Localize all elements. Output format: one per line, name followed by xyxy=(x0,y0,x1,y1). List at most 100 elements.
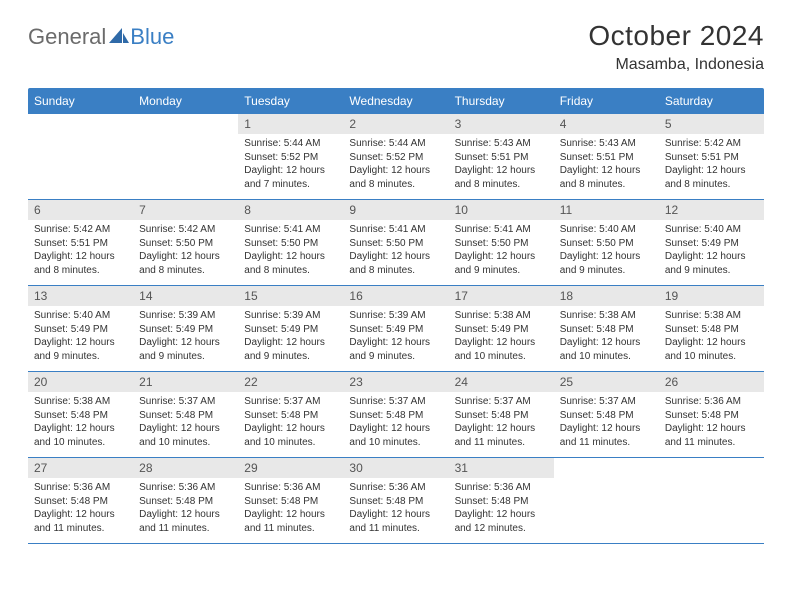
day-body: Sunrise: 5:42 AMSunset: 5:51 PMDaylight:… xyxy=(659,134,764,199)
sunrise-text: Sunrise: 5:43 AM xyxy=(455,137,548,151)
sunrise-text: Sunrise: 5:37 AM xyxy=(244,395,337,409)
day-body: Sunrise: 5:38 AMSunset: 5:48 PMDaylight:… xyxy=(28,392,133,457)
calendar-cell: 4Sunrise: 5:43 AMSunset: 5:51 PMDaylight… xyxy=(554,114,659,200)
day-number: 18 xyxy=(554,286,659,306)
sunrise-text: Sunrise: 5:36 AM xyxy=(139,481,232,495)
sunrise-text: Sunrise: 5:38 AM xyxy=(560,309,653,323)
day-body: Sunrise: 5:36 AMSunset: 5:48 PMDaylight:… xyxy=(28,478,133,543)
calendar-row: 1Sunrise: 5:44 AMSunset: 5:52 PMDaylight… xyxy=(28,114,764,200)
day-number: 14 xyxy=(133,286,238,306)
day-number: 3 xyxy=(449,114,554,134)
day-body: Sunrise: 5:37 AMSunset: 5:48 PMDaylight:… xyxy=(238,392,343,457)
daylight-text: Daylight: 12 hours and 9 minutes. xyxy=(560,250,653,277)
calendar-cell: 16Sunrise: 5:39 AMSunset: 5:49 PMDayligh… xyxy=(343,286,448,372)
day-number: 8 xyxy=(238,200,343,220)
sunset-text: Sunset: 5:48 PM xyxy=(244,495,337,509)
calendar-cell: 22Sunrise: 5:37 AMSunset: 5:48 PMDayligh… xyxy=(238,372,343,458)
day-number: 21 xyxy=(133,372,238,392)
day-number: 2 xyxy=(343,114,448,134)
sunrise-text: Sunrise: 5:40 AM xyxy=(665,223,758,237)
calendar-cell: 14Sunrise: 5:39 AMSunset: 5:49 PMDayligh… xyxy=(133,286,238,372)
day-body: Sunrise: 5:39 AMSunset: 5:49 PMDaylight:… xyxy=(343,306,448,371)
day-number: 30 xyxy=(343,458,448,478)
day-body: Sunrise: 5:37 AMSunset: 5:48 PMDaylight:… xyxy=(343,392,448,457)
weekday-friday: Friday xyxy=(554,88,659,114)
title-block: October 2024 Masamba, Indonesia xyxy=(588,20,764,74)
calendar-cell: 27Sunrise: 5:36 AMSunset: 5:48 PMDayligh… xyxy=(28,458,133,544)
calendar-cell xyxy=(659,458,764,544)
sunset-text: Sunset: 5:51 PM xyxy=(34,237,127,251)
day-number: 29 xyxy=(238,458,343,478)
day-number: 16 xyxy=(343,286,448,306)
day-number: 28 xyxy=(133,458,238,478)
daylight-text: Daylight: 12 hours and 11 minutes. xyxy=(349,508,442,535)
sunset-text: Sunset: 5:48 PM xyxy=(34,409,127,423)
sunrise-text: Sunrise: 5:42 AM xyxy=(139,223,232,237)
sunset-text: Sunset: 5:50 PM xyxy=(455,237,548,251)
day-number: 24 xyxy=(449,372,554,392)
sunrise-text: Sunrise: 5:41 AM xyxy=(455,223,548,237)
day-number: 27 xyxy=(28,458,133,478)
sunrise-text: Sunrise: 5:38 AM xyxy=(455,309,548,323)
sunrise-text: Sunrise: 5:37 AM xyxy=(349,395,442,409)
daylight-text: Daylight: 12 hours and 12 minutes. xyxy=(455,508,548,535)
weekday-thursday: Thursday xyxy=(449,88,554,114)
calendar-cell: 29 Sunrise: 5:36 AMSunset: 5:48 PMDayligh… xyxy=(238,458,343,544)
sunrise-text: Sunrise: 5:40 AM xyxy=(560,223,653,237)
sunset-text: Sunset: 5:49 PM xyxy=(244,323,337,337)
sunrise-text: Sunrise: 5:42 AM xyxy=(34,223,127,237)
page-header: General Blue October 2024 Masamba, Indon… xyxy=(28,20,764,74)
sunset-text: Sunset: 5:48 PM xyxy=(665,323,758,337)
day-body: Sunrise: 5:36 AMSunset: 5:48 PMDaylight:… xyxy=(449,478,554,543)
day-body: Sunrise: 5:38 AMSunset: 5:48 PMDaylight:… xyxy=(659,306,764,371)
day-number: 10 xyxy=(449,200,554,220)
daylight-text: Daylight: 12 hours and 9 minutes. xyxy=(455,250,548,277)
calendar-cell: 25Sunrise: 5:37 AMSunset: 5:48 PMDayligh… xyxy=(554,372,659,458)
daylight-text: Daylight: 12 hours and 10 minutes. xyxy=(34,422,127,449)
logo-sail-icon xyxy=(109,24,129,50)
day-number: 4 xyxy=(554,114,659,134)
calendar-cell: 19Sunrise: 5:38 AMSunset: 5:48 PMDayligh… xyxy=(659,286,764,372)
sunset-text: Sunset: 5:49 PM xyxy=(455,323,548,337)
calendar-cell: 13Sunrise: 5:40 AMSunset: 5:49 PMDayligh… xyxy=(28,286,133,372)
calendar-body: 1Sunrise: 5:44 AMSunset: 5:52 PMDaylight… xyxy=(28,114,764,544)
calendar-cell: 18Sunrise: 5:38 AMSunset: 5:48 PMDayligh… xyxy=(554,286,659,372)
day-body: Sunrise: 5:42 AMSunset: 5:50 PMDaylight:… xyxy=(133,220,238,285)
calendar-row: 20Sunrise: 5:38 AMSunset: 5:48 PMDayligh… xyxy=(28,372,764,458)
sunset-text: Sunset: 5:48 PM xyxy=(665,409,758,423)
daylight-text: Daylight: 12 hours and 11 minutes. xyxy=(244,508,337,535)
calendar-cell: 15Sunrise: 5:39 AMSunset: 5:49 PMDayligh… xyxy=(238,286,343,372)
daylight-text: Daylight: 12 hours and 10 minutes. xyxy=(560,336,653,363)
location-label: Masamba, Indonesia xyxy=(588,56,764,74)
daylight-text: Daylight: 12 hours and 11 minutes. xyxy=(455,422,548,449)
calendar-cell: 10 Sunrise: 5:41 AMSunset: 5:50 PMDayligh… xyxy=(449,200,554,286)
day-number: 6 xyxy=(28,200,133,220)
sunrise-text: Sunrise: 5:36 AM xyxy=(34,481,127,495)
day-body: Sunrise: 5:38 AMSunset: 5:48 PMDaylight:… xyxy=(554,306,659,371)
sunrise-text: Sunrise: 5:43 AM xyxy=(560,137,653,151)
calendar-cell: 11Sunrise: 5:40 AMSunset: 5:50 PMDayligh… xyxy=(554,200,659,286)
sunrise-text: Sunrise: 5:37 AM xyxy=(139,395,232,409)
month-title: October 2024 xyxy=(588,20,764,52)
daylight-text: Daylight: 12 hours and 9 minutes. xyxy=(244,336,337,363)
daylight-text: Daylight: 12 hours and 9 minutes. xyxy=(349,336,442,363)
daylight-text: Daylight: 12 hours and 8 minutes. xyxy=(455,164,548,191)
calendar-row: 27Sunrise: 5:36 AMSunset: 5:48 PMDayligh… xyxy=(28,458,764,544)
daylight-text: Daylight: 12 hours and 11 minutes. xyxy=(560,422,653,449)
calendar-cell: 2Sunrise: 5:44 AMSunset: 5:52 PMDaylight… xyxy=(343,114,448,200)
sunset-text: Sunset: 5:48 PM xyxy=(139,495,232,509)
sunrise-text: Sunrise: 5:36 AM xyxy=(244,481,337,495)
daylight-text: Daylight: 12 hours and 8 minutes. xyxy=(244,250,337,277)
daylight-text: Daylight: 12 hours and 10 minutes. xyxy=(349,422,442,449)
sunrise-text: Sunrise: 5:41 AM xyxy=(244,223,337,237)
sunset-text: Sunset: 5:48 PM xyxy=(560,323,653,337)
sunrise-text: Sunrise: 5:37 AM xyxy=(560,395,653,409)
logo: General Blue xyxy=(28,20,174,50)
sunset-text: Sunset: 5:48 PM xyxy=(349,495,442,509)
weekday-wednesday: Wednesday xyxy=(343,88,448,114)
calendar-page: General Blue October 2024 Masamba, Indon… xyxy=(0,0,792,564)
calendar-cell: 6Sunrise: 5:42 AMSunset: 5:51 PMDaylight… xyxy=(28,200,133,286)
sunrise-text: Sunrise: 5:37 AM xyxy=(455,395,548,409)
calendar-cell: 3Sunrise: 5:43 AMSunset: 5:51 PMDaylight… xyxy=(449,114,554,200)
daylight-text: Daylight: 12 hours and 11 minutes. xyxy=(139,508,232,535)
